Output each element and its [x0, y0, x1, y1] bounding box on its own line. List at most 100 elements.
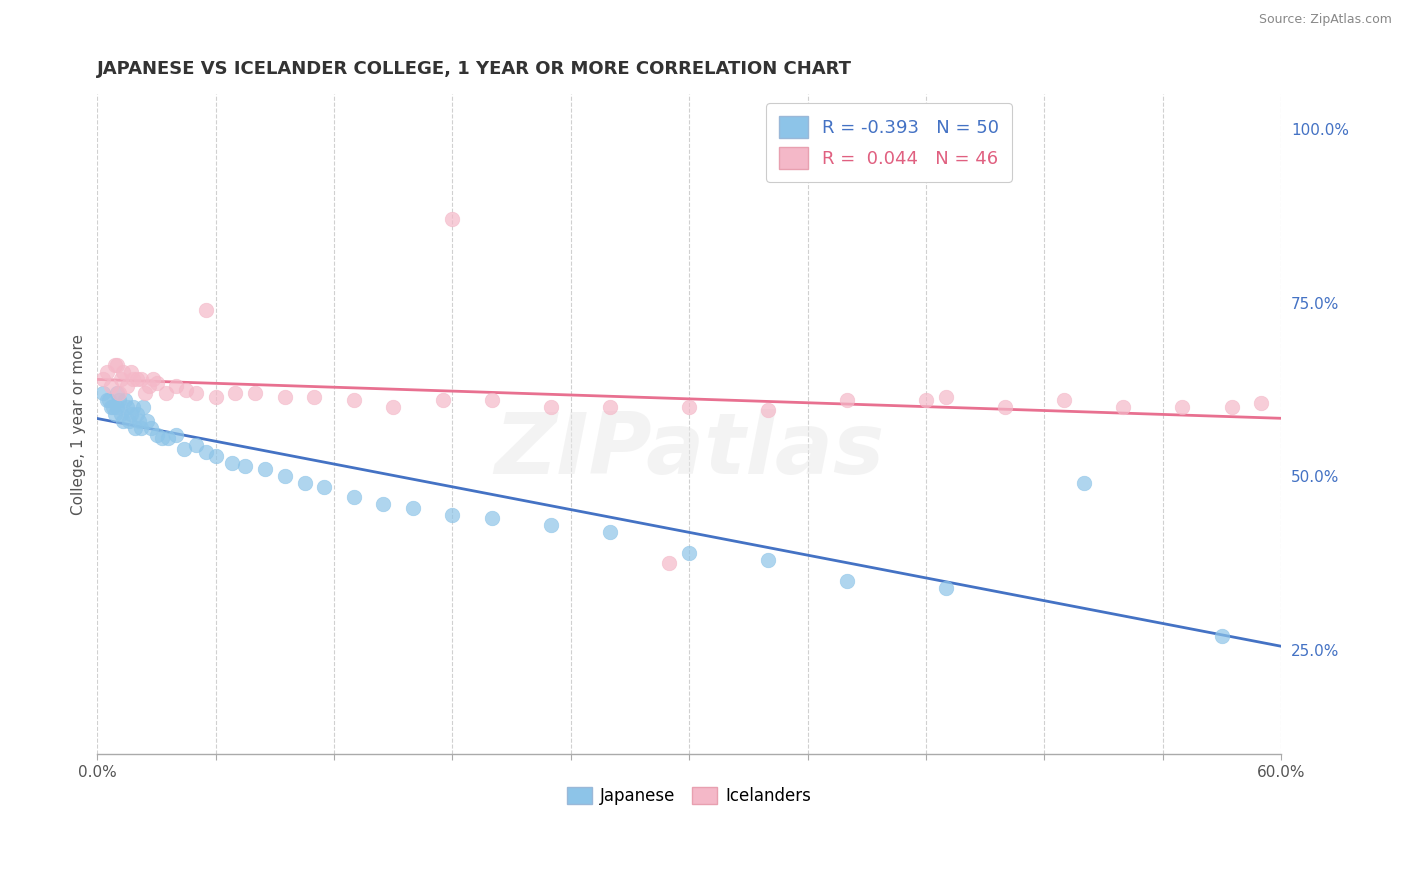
Point: [304, 390, 326, 404]
Point: [1211, 629, 1233, 643]
Point: [155, 386, 177, 401]
Point: [658, 556, 681, 570]
Point: [96, 392, 118, 407]
Point: [935, 390, 957, 404]
Point: [835, 574, 858, 588]
Point: [221, 456, 243, 470]
Point: [101, 400, 124, 414]
Point: [294, 476, 316, 491]
Point: [173, 442, 195, 456]
Point: [994, 400, 1017, 414]
Point: [110, 372, 132, 386]
Point: [835, 392, 858, 407]
Text: JAPANESE VS ICELANDER COLLEGE, 1 YEAR OR MORE CORRELATION CHART: JAPANESE VS ICELANDER COLLEGE, 1 YEAR OR…: [97, 60, 852, 78]
Point: [441, 212, 464, 227]
Point: [111, 365, 134, 379]
Point: [1220, 400, 1243, 414]
Point: [157, 431, 180, 445]
Point: [129, 421, 152, 435]
Point: [91, 372, 114, 386]
Point: [184, 438, 207, 452]
Point: [108, 392, 131, 407]
Point: [145, 376, 167, 390]
Point: [1073, 476, 1095, 491]
Text: ZIPatlas: ZIPatlas: [494, 409, 884, 492]
Point: [115, 400, 138, 414]
Point: [121, 372, 143, 386]
Point: [142, 372, 165, 386]
Point: [402, 500, 425, 515]
Point: [254, 462, 277, 476]
Point: [373, 497, 395, 511]
Point: [194, 445, 217, 459]
Point: [935, 581, 957, 595]
Point: [134, 386, 156, 401]
Point: [343, 490, 366, 504]
Point: [165, 379, 187, 393]
Point: [481, 392, 503, 407]
Point: [274, 469, 297, 483]
Point: [432, 392, 454, 407]
Point: [274, 390, 297, 404]
Point: [115, 379, 138, 393]
Point: [204, 390, 226, 404]
Point: [599, 524, 621, 539]
Point: [100, 400, 122, 414]
Point: [124, 421, 146, 435]
Point: [194, 302, 217, 317]
Point: [678, 546, 700, 560]
Point: [120, 407, 142, 421]
Point: [756, 403, 779, 417]
Point: [120, 365, 142, 379]
Point: [165, 427, 187, 442]
Point: [1250, 396, 1272, 410]
Point: [121, 400, 143, 414]
Point: [114, 392, 136, 407]
Point: [915, 392, 938, 407]
Point: [243, 386, 266, 401]
Point: [233, 458, 256, 473]
Point: [382, 400, 405, 414]
Point: [111, 414, 134, 428]
Point: [105, 386, 128, 401]
Point: [540, 518, 562, 533]
Text: Source: ZipAtlas.com: Source: ZipAtlas.com: [1258, 13, 1392, 27]
Point: [1171, 400, 1194, 414]
Point: [125, 407, 148, 421]
Point: [540, 400, 562, 414]
Point: [481, 511, 503, 525]
Point: [100, 379, 122, 393]
Point: [314, 480, 336, 494]
Point: [139, 421, 162, 435]
Point: [174, 383, 197, 397]
Point: [132, 400, 155, 414]
Point: [1112, 400, 1135, 414]
Point: [599, 400, 621, 414]
Point: [145, 427, 167, 442]
Point: [125, 372, 148, 386]
Point: [678, 400, 700, 414]
Legend: Japanese, Icelanders: Japanese, Icelanders: [560, 780, 818, 812]
Point: [108, 386, 131, 401]
Point: [96, 365, 118, 379]
Point: [204, 449, 226, 463]
Point: [343, 392, 366, 407]
Point: [184, 386, 207, 401]
Point: [135, 414, 157, 428]
Point: [128, 414, 150, 428]
Point: [118, 414, 141, 428]
Point: [110, 407, 132, 421]
Point: [1053, 392, 1076, 407]
Point: [756, 553, 779, 567]
Point: [104, 407, 127, 421]
Point: [152, 431, 174, 445]
Y-axis label: College, 1 year or more: College, 1 year or more: [72, 334, 86, 515]
Point: [138, 379, 160, 393]
Point: [224, 386, 246, 401]
Point: [105, 359, 128, 373]
Point: [98, 392, 121, 407]
Point: [441, 508, 464, 522]
Point: [91, 386, 114, 401]
Point: [104, 359, 127, 373]
Point: [129, 372, 152, 386]
